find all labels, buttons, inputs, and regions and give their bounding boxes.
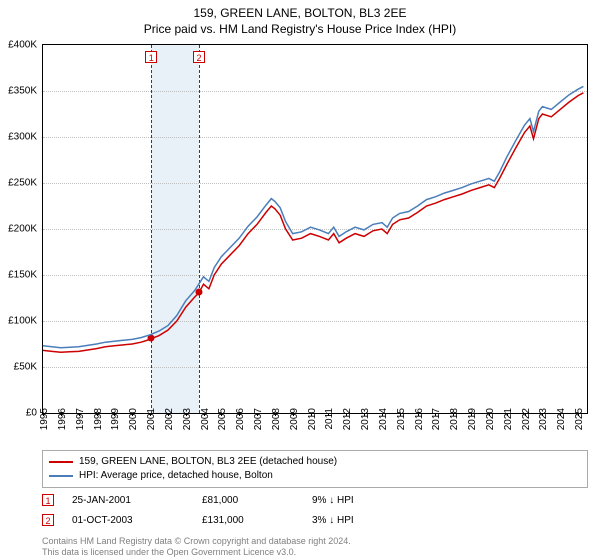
chart-area: £0£50K£100K£150K£200K£250K£300K£350K£400… <box>42 44 588 414</box>
y-axis-label: £400K <box>0 40 37 51</box>
legend-swatch-price <box>49 461 73 463</box>
y-axis-label: £100K <box>0 316 37 327</box>
legend-row-hpi: HPI: Average price, detached house, Bolt… <box>49 469 581 483</box>
y-axis-label: £350K <box>0 86 37 97</box>
sale-marker-2: 2 <box>42 514 54 526</box>
y-axis-label: £150K <box>0 270 37 281</box>
legend-row-price: 159, GREEN LANE, BOLTON, BL3 2EE (detach… <box>49 455 581 469</box>
sale-date-2: 01-OCT-2003 <box>72 515 202 526</box>
y-axis-label: £250K <box>0 178 37 189</box>
sale-row-1: 1 25-JAN-2001 £81,000 9% ↓ HPI <box>42 494 588 506</box>
sale-price-2: £131,000 <box>202 515 312 526</box>
sale-price-1: £81,000 <box>202 495 312 506</box>
license-line-2: This data is licensed under the Open Gov… <box>42 547 351 558</box>
sale-delta-1: 9% ↓ HPI <box>312 495 354 506</box>
sale-row-2: 2 01-OCT-2003 £131,000 3% ↓ HPI <box>42 514 588 526</box>
chart-container: 159, GREEN LANE, BOLTON, BL3 2EE Price p… <box>0 0 600 560</box>
sale-date-1: 25-JAN-2001 <box>72 495 202 506</box>
y-axis-label: £200K <box>0 224 37 235</box>
legend-swatch-hpi <box>49 475 73 477</box>
legend-box: 159, GREEN LANE, BOLTON, BL3 2EE (detach… <box>42 450 588 488</box>
title-address: 159, GREEN LANE, BOLTON, BL3 2EE <box>0 6 600 22</box>
series-hpi <box>43 86 583 347</box>
y-axis-label: £300K <box>0 132 37 143</box>
y-axis-label: £50K <box>0 362 37 373</box>
series-price_paid <box>43 93 583 353</box>
legend-label-price: 159, GREEN LANE, BOLTON, BL3 2EE (detach… <box>79 455 337 469</box>
license-text: Contains HM Land Registry data © Crown c… <box>42 536 351 558</box>
sale-marker-1: 1 <box>42 494 54 506</box>
legend-label-hpi: HPI: Average price, detached house, Bolt… <box>79 469 273 483</box>
title-subtitle: Price paid vs. HM Land Registry's House … <box>0 22 600 38</box>
title-block: 159, GREEN LANE, BOLTON, BL3 2EE Price p… <box>0 0 600 37</box>
sale-delta-2: 3% ↓ HPI <box>312 515 354 526</box>
license-line-1: Contains HM Land Registry data © Crown c… <box>42 536 351 547</box>
y-axis-label: £0 <box>0 408 37 419</box>
series-lines <box>43 45 587 413</box>
